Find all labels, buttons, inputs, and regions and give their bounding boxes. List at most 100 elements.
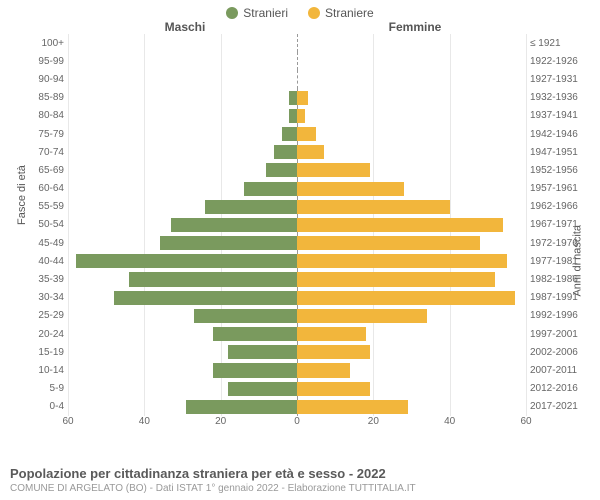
year-label: 1922-1926	[526, 56, 580, 67]
male-bar	[244, 182, 297, 196]
year-label: 1977-1981	[526, 256, 580, 267]
legend-item-female: Straniere	[308, 6, 374, 20]
male-bar	[171, 218, 297, 232]
pyramid-row: 50-541967-1971	[20, 216, 580, 234]
year-label: 1932-1936	[526, 92, 580, 103]
x-tick: 0	[294, 416, 300, 427]
female-half	[297, 107, 526, 125]
age-label: 60-64	[20, 183, 68, 194]
footer: Popolazione per cittadinanza straniera p…	[10, 466, 416, 494]
male-bar	[129, 272, 297, 286]
year-label: 1987-1991	[526, 292, 580, 303]
pyramid-row: 35-391982-1986	[20, 270, 580, 288]
female-half	[297, 252, 526, 270]
footer-title: Popolazione per cittadinanza straniera p…	[10, 466, 416, 481]
bar-pair	[68, 34, 526, 52]
bar-pair	[68, 52, 526, 70]
female-bar	[297, 291, 515, 305]
age-label: 30-34	[20, 292, 68, 303]
male-half	[68, 34, 297, 52]
age-label: 65-69	[20, 165, 68, 176]
female-half	[297, 125, 526, 143]
female-half	[297, 52, 526, 70]
year-label: 2007-2011	[526, 365, 580, 376]
female-half	[297, 89, 526, 107]
female-half	[297, 398, 526, 416]
age-label: 35-39	[20, 274, 68, 285]
bar-pair	[68, 398, 526, 416]
female-bar	[297, 127, 316, 141]
bar-pair	[68, 198, 526, 216]
year-label: ≤ 1921	[526, 38, 580, 49]
male-half	[68, 70, 297, 88]
pyramid-row: 65-691952-1956	[20, 161, 580, 179]
bar-pair	[68, 380, 526, 398]
bar-pair	[68, 89, 526, 107]
female-half	[297, 289, 526, 307]
age-label: 10-14	[20, 365, 68, 376]
female-half	[297, 143, 526, 161]
x-tick: 40	[139, 416, 150, 427]
male-bar	[76, 254, 297, 268]
female-bar	[297, 382, 370, 396]
age-label: 45-49	[20, 238, 68, 249]
female-bar	[297, 109, 305, 123]
male-half	[68, 307, 297, 325]
male-half	[68, 52, 297, 70]
pyramid-row: 85-891932-1936	[20, 89, 580, 107]
x-axis: 6040200204060	[68, 416, 526, 430]
female-bar	[297, 327, 366, 341]
year-label: 1962-1966	[526, 201, 580, 212]
header-male: Maschi	[20, 20, 300, 34]
male-half	[68, 143, 297, 161]
footer-subtitle: COMUNE DI ARGELATO (BO) - Dati ISTAT 1° …	[10, 483, 416, 494]
pyramid-row: 45-49 1972-1976	[20, 234, 580, 252]
male-half	[68, 198, 297, 216]
male-bar	[114, 291, 297, 305]
female-bar	[297, 145, 324, 159]
male-bar	[228, 345, 297, 359]
age-label: 100+	[20, 38, 68, 49]
x-tick: 60	[520, 416, 531, 427]
age-label: 70-74	[20, 147, 68, 158]
bar-pair	[68, 289, 526, 307]
pyramid-row: 60-641957-1961	[20, 180, 580, 198]
bar-pair	[68, 252, 526, 270]
pyramid-row: 70-741947-1951	[20, 143, 580, 161]
male-half	[68, 216, 297, 234]
header-female: Femmine	[300, 20, 580, 34]
male-bar	[282, 127, 297, 141]
year-label: 1992-1996	[526, 310, 580, 321]
male-half	[68, 398, 297, 416]
male-half	[68, 252, 297, 270]
female-bar	[297, 182, 404, 196]
male-half	[68, 234, 297, 252]
bar-pair	[68, 216, 526, 234]
male-half	[68, 125, 297, 143]
pyramid-row: 20-241997-2001	[20, 325, 580, 343]
age-label: 40-44	[20, 256, 68, 267]
legend-label-male: Stranieri	[243, 6, 288, 20]
legend: Stranieri Straniere	[0, 0, 600, 20]
female-bar	[297, 163, 370, 177]
pyramid-row: 90-941927-1931	[20, 70, 580, 88]
male-bar	[289, 91, 297, 105]
female-half	[297, 380, 526, 398]
female-half	[297, 270, 526, 288]
pyramid-row: 15-192002-2006	[20, 343, 580, 361]
x-tick: 20	[215, 416, 226, 427]
age-label: 80-84	[20, 110, 68, 121]
age-label: 75-79	[20, 129, 68, 140]
pyramid-row: 100+ ≤ 1921	[20, 34, 580, 52]
bar-pair	[68, 307, 526, 325]
male-bar	[213, 363, 297, 377]
year-label: 1972-1976	[526, 238, 580, 249]
age-label: 90-94	[20, 74, 68, 85]
pyramid-row: 30-34 1987-1991	[20, 289, 580, 307]
age-label: 20-24	[20, 329, 68, 340]
age-label: 5-9	[20, 383, 68, 394]
male-bar	[194, 309, 297, 323]
grid-line	[526, 34, 527, 416]
pyramid-row: 40-44 1977-1981	[20, 252, 580, 270]
female-bar	[297, 254, 507, 268]
